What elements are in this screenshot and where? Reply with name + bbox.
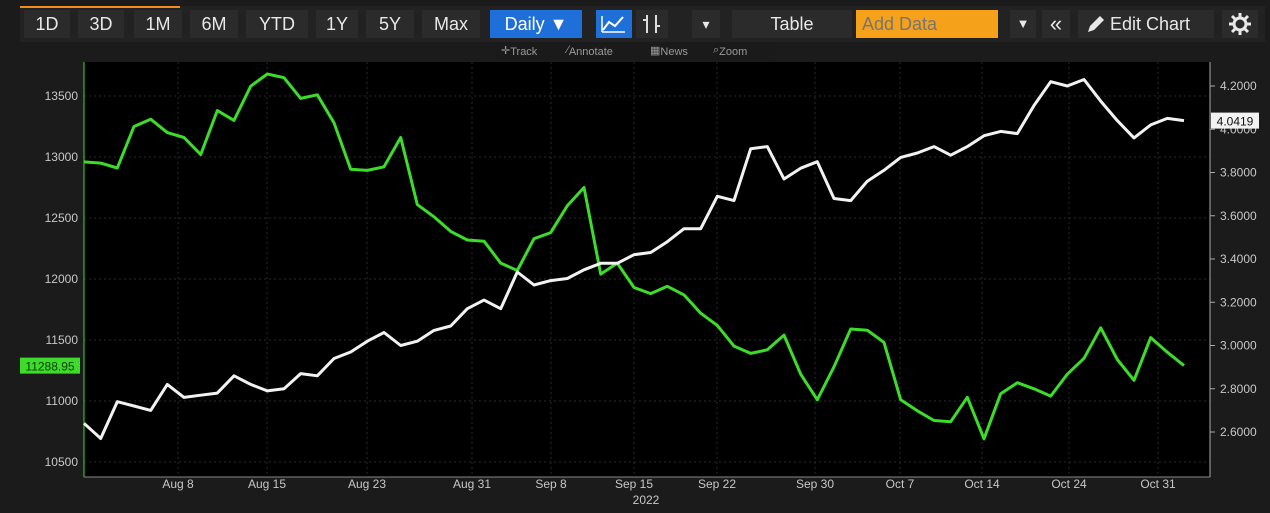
left-tick-label: 12000 — [45, 272, 79, 286]
right-tick-label: 2.6000 — [1220, 425, 1257, 439]
pencil-icon — [1084, 10, 1106, 38]
edit-chart-label: Edit Chart — [1110, 14, 1191, 34]
x-tick-label: Sep 22 — [698, 477, 736, 491]
x-tick-label: Aug 23 — [348, 477, 386, 491]
x-tick-label: Oct 24 — [1051, 477, 1087, 491]
x-year-label: 2022 — [633, 493, 660, 507]
white-series-line — [82, 78, 1185, 440]
plot-area — [84, 62, 1210, 477]
range-max-button[interactable]: Max — [422, 10, 480, 38]
range-5y-button[interactable]: 5Y — [366, 10, 414, 38]
white-last-value-label: 4.0419 — [1217, 115, 1254, 129]
green-series-line — [83, 72, 1185, 441]
x-tick-label: Sep 30 — [796, 477, 834, 491]
collapse-button[interactable]: « — [1042, 10, 1070, 38]
green-last-value-label: 11288.95 — [25, 360, 74, 374]
zoom-tool[interactable]: ⌕ Zoom — [713, 44, 748, 58]
range-1m-button[interactable]: 1M — [134, 10, 182, 38]
x-tick-label: Oct 31 — [1140, 477, 1176, 491]
zoom-label: Zoom — [719, 46, 748, 58]
left-tick-label: 11000 — [46, 394, 79, 408]
menu-dropdown[interactable]: ▼ — [1010, 10, 1036, 38]
gear-icon[interactable] — [1222, 10, 1258, 38]
x-tick-label: Aug 15 — [248, 477, 286, 491]
white-last-value-box — [1211, 112, 1259, 129]
chart-subtoolbar: ✛ Track ⁄ Annotate ▦ News ⌕ Zoom — [495, 42, 775, 60]
left-tick-label: 13000 — [45, 150, 79, 164]
frequency-dropdown[interactable]: Daily ▼ — [490, 10, 582, 38]
line-chart-icon[interactable] — [596, 10, 632, 38]
x-tick-label: Aug 8 — [162, 477, 194, 491]
x-tick-label: Sep 15 — [615, 477, 653, 491]
x-tick-label: Sep 8 — [535, 477, 567, 491]
right-tick-label: 3.8000 — [1220, 166, 1257, 180]
x-tick-label: Oct 7 — [886, 477, 915, 491]
range-accent-bar — [20, 6, 180, 8]
right-tick-label: 2.8000 — [1220, 382, 1257, 396]
news-tool[interactable]: ▦ News — [650, 45, 688, 58]
x-tick-label: Aug 31 — [453, 477, 491, 491]
green-last-value-box — [20, 357, 80, 374]
right-tick-label: 3.0000 — [1220, 339, 1257, 353]
right-tick-label: 3.4000 — [1220, 252, 1257, 266]
range-1d-button[interactable]: 1D — [24, 10, 70, 38]
right-tick-label: 3.2000 — [1220, 295, 1257, 309]
chart-type-dropdown[interactable]: ▾ — [692, 10, 720, 38]
chart-toolbar: 1D 3D 1M 6M YTD 1Y 5Y Max Daily ▼ ▾ Tabl… — [20, 6, 1265, 42]
table-button[interactable]: Table — [732, 10, 852, 38]
edit-chart-button[interactable]: Edit Chart — [1078, 10, 1214, 38]
annotate-tool[interactable]: ⁄ Annotate — [567, 44, 613, 58]
right-tick-label: 4.2000 — [1220, 79, 1257, 93]
news-label: News — [660, 46, 688, 58]
bar-chart-icon[interactable] — [636, 10, 668, 38]
track-tool[interactable]: ✛ Track — [501, 45, 538, 58]
x-tick-label: Oct 14 — [964, 477, 1000, 491]
range-1y-button[interactable]: 1Y — [316, 10, 358, 38]
range-6m-button[interactable]: 6M — [190, 10, 238, 38]
left-tick-label: 13500 — [45, 89, 79, 103]
range-3d-button[interactable]: 3D — [78, 10, 124, 38]
annotate-label: Annotate — [568, 46, 613, 58]
range-ytd-button[interactable]: YTD — [246, 10, 308, 38]
add-data-input[interactable] — [856, 10, 998, 38]
left-tick-label: 10500 — [45, 455, 79, 469]
right-tick-label: 3.6000 — [1220, 209, 1257, 223]
left-tick-label: 12500 — [45, 211, 79, 225]
track-label: Track — [510, 46, 538, 58]
left-tick-label: 11500 — [46, 333, 79, 347]
